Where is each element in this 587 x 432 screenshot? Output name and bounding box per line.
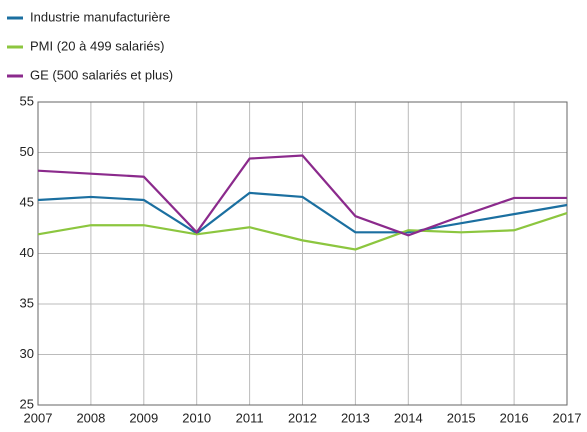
x-tick-label: 2010 xyxy=(182,410,211,425)
plot-frame xyxy=(37,101,568,406)
legend-label: Industrie manufacturière xyxy=(30,9,170,24)
x-tick-label: 2008 xyxy=(76,410,105,425)
y-tick-label: 50 xyxy=(20,144,34,159)
y-tick-label: 55 xyxy=(20,93,34,108)
x-tick-label: 2011 xyxy=(236,410,264,425)
legend-label: PMI (20 à 499 salariés) xyxy=(30,38,164,53)
x-tick-label: 2009 xyxy=(129,410,158,425)
legend-label: GE (500 salariés et plus) xyxy=(30,67,173,82)
y-tick-label: 35 xyxy=(20,295,34,310)
y-tick-label: 40 xyxy=(20,245,34,260)
x-tick-label: 2014 xyxy=(394,410,423,425)
y-tick-label: 25 xyxy=(20,396,34,411)
x-tick-label: 2016 xyxy=(500,410,529,425)
x-tick-label: 2012 xyxy=(288,410,317,425)
x-tick-label: 2013 xyxy=(341,410,370,425)
series-line xyxy=(37,212,568,251)
x-tick-label: 2015 xyxy=(447,410,476,425)
x-tick-label: 2007 xyxy=(24,410,53,425)
y-tick-label: 45 xyxy=(20,194,34,209)
y-tick-label: 30 xyxy=(20,346,34,361)
series-line xyxy=(37,154,567,237)
x-tick-label: 2017 xyxy=(553,410,582,425)
series-line xyxy=(37,191,568,235)
